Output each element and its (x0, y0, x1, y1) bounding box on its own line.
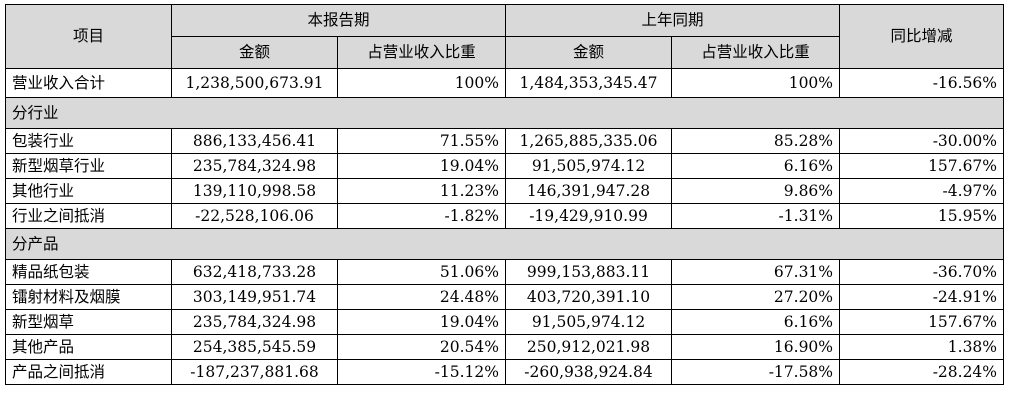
table-row: 新型烟草行业 235,784,324.98 19.04% 91,505,974.… (5, 153, 1005, 179)
header-row-2: 金额 占营业收入比重 金额 占营业收入比重 (6, 36, 1004, 69)
row-label: 新型烟草 (5, 309, 172, 335)
yoy-cell: -16.56% (839, 68, 1005, 98)
current-amount-cell: 139,110,998.58 (171, 178, 338, 204)
current-ratio-cell: 19.04% (336, 309, 507, 335)
current-ratio-cell: -1.82% (336, 203, 507, 229)
current-ratio-cell: 19.04% (336, 153, 507, 179)
section-header-product: 分产品 (4, 228, 1005, 260)
yoy-cell: 157.67% (839, 153, 1005, 179)
table-row: 镭射材料及烟膜 303,149,951.74 24.48% 403,720,39… (5, 284, 1005, 310)
prior-amount-cell: 146,391,947.28 (505, 178, 673, 204)
prior-ratio-cell: 16.90% (671, 334, 841, 360)
row-label: 行业之间抵消 (5, 203, 172, 229)
table-row: 产品之间抵消 -187,237,881.68 -15.12% -260,938,… (5, 359, 1005, 385)
current-ratio-cell: 11.23% (336, 178, 507, 204)
header-prior-period: 上年同期 (505, 4, 841, 37)
revenue-breakdown-table: 项目 本报告期 上年同期 同比增减 金额 占营业收入比重 金额 占营业收入比重 … (4, 4, 1005, 385)
header-current-amount: 金额 (171, 36, 338, 69)
header-current-period: 本报告期 (170, 4, 507, 37)
prior-ratio-cell: 6.16% (671, 309, 841, 335)
prior-amount-cell: 91,505,974.12 (505, 309, 673, 335)
prior-amount-cell: 250,912,021.98 (505, 334, 673, 360)
row-label: 镭射材料及烟膜 (5, 284, 172, 310)
current-amount-cell: 632,418,733.28 (171, 259, 338, 285)
header-prior-amount: 金额 (505, 36, 673, 69)
prior-amount-cell: 91,505,974.12 (505, 153, 673, 179)
row-label: 其他产品 (5, 334, 172, 360)
prior-amount-cell: 1,484,353,345.47 (505, 68, 673, 98)
header-row-1: 项目 本报告期 上年同期 同比增减 (5, 4, 1005, 69)
header-current-ratio: 占营业收入比重 (336, 36, 507, 69)
prior-ratio-cell: 27.20% (671, 284, 841, 310)
current-ratio-cell: 71.55% (336, 128, 507, 154)
yoy-cell: -4.97% (839, 178, 1005, 204)
yoy-cell: 1.38% (839, 334, 1005, 360)
section-header-industry: 分行业 (4, 97, 1005, 129)
table-row: 行业之间抵消 -22,528,106.06 -1.82% -19,429,910… (5, 203, 1005, 229)
prior-ratio-cell: -17.58% (671, 359, 841, 385)
current-amount-cell: 254,385,545.59 (171, 334, 338, 360)
current-ratio-cell: 24.48% (336, 284, 507, 310)
section-title: 分产品 (4, 228, 1005, 260)
current-amount-cell: 303,149,951.74 (171, 284, 338, 310)
prior-ratio-cell: 85.28% (671, 128, 841, 154)
current-amount-cell: 235,784,324.98 (171, 153, 338, 179)
table-row: 精品纸包装 632,418,733.28 51.06% 999,153,883.… (5, 259, 1005, 285)
prior-amount-cell: -19,429,910.99 (505, 203, 673, 229)
yoy-cell: -24.91% (839, 284, 1005, 310)
section-title: 分行业 (4, 97, 1005, 129)
prior-amount-cell: 1,265,885,335.06 (505, 128, 673, 154)
yoy-cell: 15.95% (839, 203, 1005, 229)
prior-ratio-cell: 6.16% (671, 153, 841, 179)
prior-amount-cell: 403,720,391.10 (505, 284, 673, 310)
table-row: 其他产品 254,385,545.59 20.54% 250,912,021.9… (5, 334, 1005, 360)
header-item: 项目 (5, 4, 172, 69)
yoy-cell: -28.24% (839, 359, 1005, 385)
current-ratio-cell: -15.12% (336, 359, 507, 385)
header-prior-ratio: 占营业收入比重 (671, 36, 841, 69)
table-row: 新型烟草 235,784,324.98 19.04% 91,505,974.12… (5, 309, 1005, 335)
total-row: 营业收入合计 1,238,500,673.91 100% 1,484,353,3… (5, 68, 1005, 98)
row-label: 产品之间抵消 (5, 359, 172, 385)
prior-amount-cell: 999,153,883.11 (505, 259, 673, 285)
yoy-cell: -30.00% (839, 128, 1005, 154)
table-row: 其他行业 139,110,998.58 11.23% 146,391,947.2… (5, 178, 1005, 204)
current-amount-cell: 886,133,456.41 (171, 128, 338, 154)
yoy-cell: -36.70% (839, 259, 1005, 285)
current-ratio-cell: 20.54% (336, 334, 507, 360)
current-amount-cell: 235,784,324.98 (171, 309, 338, 335)
prior-ratio-cell: 100% (671, 68, 841, 98)
row-label: 其他行业 (5, 178, 172, 204)
row-label: 包装行业 (5, 128, 172, 154)
current-ratio-cell: 100% (336, 68, 507, 98)
row-label: 营业收入合计 (5, 68, 172, 98)
current-amount-cell: -22,528,106.06 (171, 203, 338, 229)
row-label: 精品纸包装 (5, 259, 172, 285)
prior-ratio-cell: -1.31% (671, 203, 841, 229)
current-ratio-cell: 51.06% (336, 259, 507, 285)
header-yoy: 同比增减 (839, 4, 1005, 69)
prior-ratio-cell: 67.31% (671, 259, 841, 285)
table-row: 包装行业 886,133,456.41 71.55% 1,265,885,335… (5, 128, 1005, 154)
current-amount-cell: 1,238,500,673.91 (171, 68, 338, 98)
yoy-cell: 157.67% (839, 309, 1005, 335)
current-amount-cell: -187,237,881.68 (171, 359, 338, 385)
row-label: 新型烟草行业 (5, 153, 172, 179)
prior-ratio-cell: 9.86% (671, 178, 841, 204)
prior-amount-cell: -260,938,924.84 (505, 359, 673, 385)
